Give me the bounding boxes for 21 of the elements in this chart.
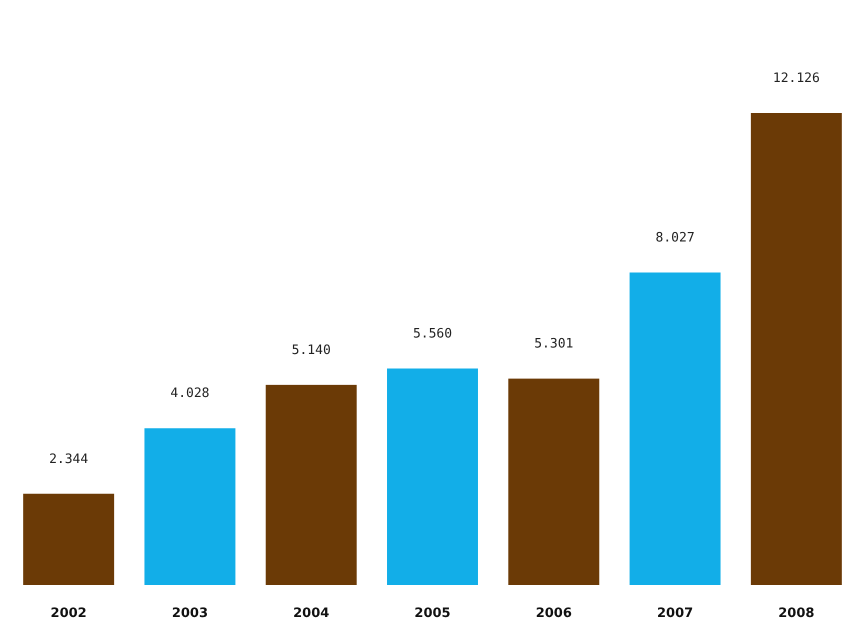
data-label: 8.027 [656,230,695,246]
x-tick-label: 2007 [656,606,694,621]
data-label: 5.301 [534,336,574,352]
x-tick-label: 2002 [50,606,87,621]
bar [630,272,721,585]
bar [23,494,114,585]
x-tick-label: 2005 [414,606,451,621]
data-label: 2.344 [49,452,88,467]
bar [750,112,842,585]
bar [387,368,478,585]
x-tick-label: 2003 [172,606,208,621]
x-tick-label: 2006 [536,606,572,621]
bar [266,384,357,585]
data-label: 4.028 [170,386,210,402]
x-tick-label: 2004 [293,606,330,621]
bar [508,378,600,585]
bar [144,428,236,585]
data-label: 12.126 [772,70,820,86]
data-label: 5.560 [412,326,452,342]
data-label: 5.140 [292,342,331,358]
x-tick-label: 2008 [778,606,814,621]
